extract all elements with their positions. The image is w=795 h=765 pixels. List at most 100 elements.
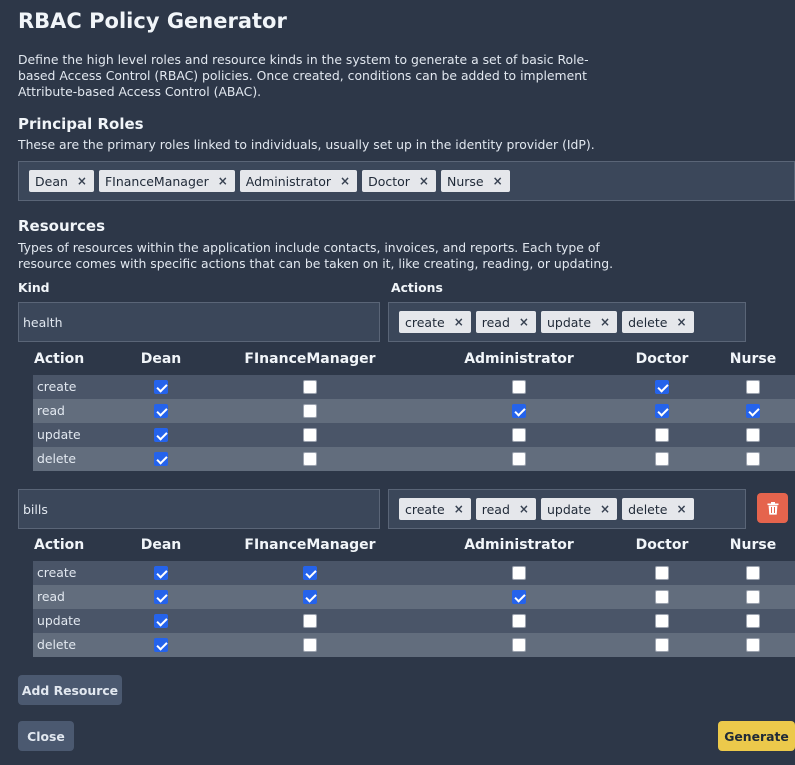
role-column-header: Doctor [635,537,689,553]
resource-kind-input[interactable]: health [18,302,380,342]
resource-actions-input[interactable]: create × read × update × delete × [388,302,746,342]
tag-label: delete [628,314,668,330]
delete-resource-button[interactable] [757,493,788,523]
remove-tag-icon[interactable]: × [518,502,529,516]
role-column-header: Nurse [729,537,777,553]
role-tag: FInanceManager × [98,170,235,192]
permission-checkbox[interactable] [655,638,669,652]
actions-label: Actions [391,280,443,295]
permission-checkbox[interactable] [512,614,526,628]
action-column-header: Action [34,537,85,553]
permission-checkbox[interactable] [512,452,526,466]
tag-label: read [481,314,510,330]
matrix-action-label: delete [37,637,77,652]
permission-checkbox[interactable] [746,614,760,628]
permission-checkbox[interactable] [303,404,317,418]
tag-label: delete [628,501,668,517]
matrix-action-label: read [37,403,65,418]
trash-icon [767,501,778,515]
permission-checkbox[interactable] [655,614,669,628]
tag-label: update [546,501,592,517]
permission-checkbox[interactable] [746,380,760,394]
matrix-action-label: update [37,613,81,628]
matrix-action-label: read [37,589,65,604]
permission-checkbox[interactable] [154,380,168,394]
remove-tag-icon[interactable]: × [217,174,228,188]
permission-checkbox[interactable] [303,452,317,466]
action-tag: read × [475,311,536,333]
matrix-header-row: Action Dean FInanceManager Administrator Doc… [33,351,795,375]
role-column-header: Nurse [729,351,777,367]
role-tag: Doctor × [362,170,436,192]
permission-checkbox[interactable] [303,380,317,394]
matrix-action-label: update [37,427,81,442]
permission-checkbox[interactable] [512,566,526,580]
tag-label: FInanceManager [104,173,209,189]
generate-button[interactable]: Generate [718,721,795,751]
permission-checkbox[interactable] [154,638,168,652]
permission-checkbox[interactable] [655,590,669,604]
permission-checkbox[interactable] [655,404,669,418]
remove-tag-icon[interactable]: × [600,502,611,516]
permission-checkbox[interactable] [512,638,526,652]
permission-checkbox[interactable] [303,590,317,604]
resource-actions-input[interactable]: create × read × update × delete × [388,489,746,529]
add-resource-button[interactable]: Add Resource [18,675,122,705]
remove-tag-icon[interactable]: × [600,315,611,329]
permission-checkbox[interactable] [154,590,168,604]
remove-tag-icon[interactable]: × [676,315,687,329]
permission-checkbox[interactable] [154,614,168,628]
resource-kind-input[interactable]: bills [18,489,380,529]
matrix-action-label: create [37,379,77,394]
tag-label: create [405,501,445,517]
permission-checkbox[interactable] [154,404,168,418]
permission-checkbox[interactable] [746,452,760,466]
permission-checkbox[interactable] [746,590,760,604]
permission-checkbox[interactable] [303,566,317,580]
remove-tag-icon[interactable]: × [676,502,687,516]
remove-tag-icon[interactable]: × [418,174,429,188]
permission-checkbox[interactable] [746,428,760,442]
principal-roles-input[interactable]: Dean × FInanceManager × Administrator × Doctor… [18,161,795,201]
matrix-action-label: create [37,565,77,580]
action-tag: update × [540,498,618,520]
remove-tag-icon[interactable]: × [453,315,464,329]
tag-label: Administrator [245,173,331,189]
role-column-header: Dean [140,537,182,553]
permission-checkbox[interactable] [655,452,669,466]
remove-tag-icon[interactable]: × [518,315,529,329]
remove-tag-icon[interactable]: × [340,174,351,188]
permission-checkbox[interactable] [154,452,168,466]
matrix-row: read [33,399,795,423]
permission-checkbox[interactable] [512,404,526,418]
permission-checkbox[interactable] [512,380,526,394]
permission-checkbox[interactable] [655,566,669,580]
permission-checkbox[interactable] [303,614,317,628]
role-column-header: Administrator [464,537,574,553]
permission-checkbox[interactable] [303,428,317,442]
tag-label: create [405,314,445,330]
action-tag: update × [540,311,618,333]
permission-checkbox[interactable] [154,428,168,442]
action-tag: delete × [622,311,694,333]
permission-checkbox[interactable] [512,590,526,604]
close-button[interactable]: Close [18,721,74,751]
remove-tag-icon[interactable]: × [76,174,87,188]
permission-checkbox[interactable] [655,428,669,442]
role-column-header: FInanceManager [244,537,376,553]
permission-checkbox[interactable] [154,566,168,580]
permission-checkbox[interactable] [512,428,526,442]
permission-checkbox[interactable] [655,380,669,394]
matrix-action-label: delete [37,451,77,466]
resources-heading: Resources [18,217,106,235]
permission-checkbox[interactable] [303,638,317,652]
role-column-header: FInanceManager [244,351,376,367]
principal-roles-description: These are the primary roles linked to in… [18,137,595,152]
remove-tag-icon[interactable]: × [453,502,464,516]
permission-checkbox[interactable] [746,566,760,580]
permission-checkbox[interactable] [746,638,760,652]
permission-matrix: Action Dean FInanceManager Administrator Doc… [33,351,795,471]
permission-checkbox[interactable] [746,404,760,418]
remove-tag-icon[interactable]: × [492,174,503,188]
matrix-header-row: Action Dean FInanceManager Administrator Doc… [33,537,795,561]
